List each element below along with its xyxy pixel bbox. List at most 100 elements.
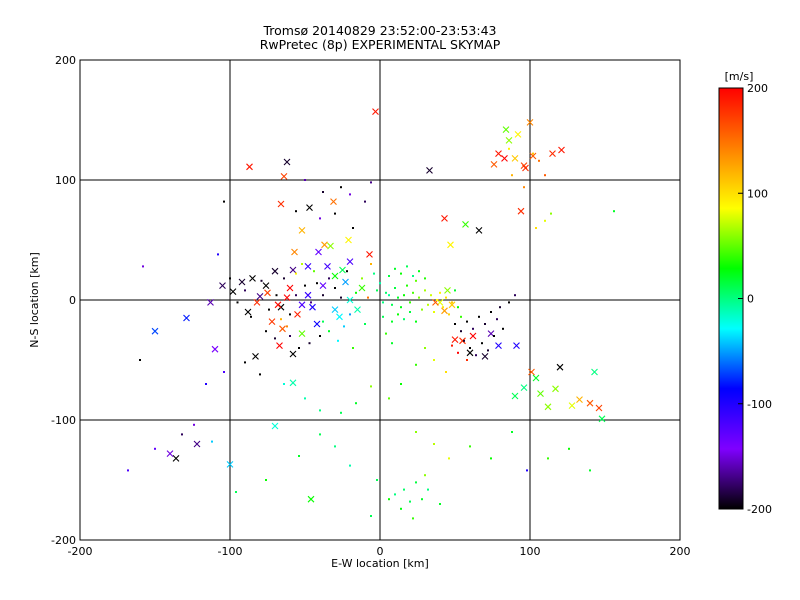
dot-point: [259, 373, 261, 376]
x-marker-point: [286, 284, 294, 292]
x-marker-point: [459, 337, 466, 345]
x-marker-point: [517, 207, 525, 215]
dot-point: [193, 423, 195, 426]
x-marker-point: [193, 440, 201, 448]
x-marker-point: [324, 263, 331, 270]
x-marker-point: [502, 126, 510, 133]
x-marker-point: [528, 368, 535, 376]
x-marker-point: [501, 155, 508, 162]
dot-point: [376, 289, 378, 292]
dot-point: [298, 347, 300, 349]
dot-point: [337, 339, 339, 342]
dot-point: [382, 315, 384, 318]
dot-point: [394, 287, 396, 289]
y-tick-label: 200: [55, 54, 76, 67]
dot-point: [532, 152, 534, 155]
dot-point: [400, 272, 402, 275]
dot-point: [391, 303, 393, 306]
dot-point: [412, 275, 414, 277]
dot-point: [298, 455, 300, 457]
dot-point: [289, 335, 291, 337]
dot-point: [304, 284, 306, 287]
x-marker-point: [441, 215, 448, 222]
x-marker-point: [304, 263, 312, 270]
x-marker-point: [354, 306, 361, 313]
dot-point: [430, 294, 432, 297]
x-marker-point: [556, 363, 564, 371]
x-marker-point: [598, 415, 606, 423]
dot-point: [508, 147, 510, 150]
dot-point: [451, 344, 453, 347]
dot-point: [265, 330, 267, 333]
dot-point: [415, 363, 417, 366]
dot-point: [260, 279, 263, 282]
colorbar-title: [m/s]: [725, 70, 754, 83]
dot-point: [127, 469, 129, 472]
x-marker-point: [444, 287, 451, 294]
x-marker-point: [331, 272, 339, 280]
dot-point: [469, 347, 471, 349]
x-marker-point: [183, 314, 190, 322]
dot-point: [400, 306, 402, 309]
colorbar-tick-label: 0: [747, 293, 754, 306]
dot-point: [409, 500, 411, 503]
y-tick-label: 0: [69, 294, 76, 307]
dot-point: [469, 445, 471, 448]
dot-point: [442, 306, 444, 309]
x-marker-point: [451, 336, 459, 343]
dot-point: [418, 270, 420, 273]
y-tick-label: -200: [51, 534, 76, 547]
x-marker-point: [520, 384, 528, 391]
x-marker-point: [246, 163, 253, 171]
dot-point: [313, 270, 315, 273]
dot-point: [403, 294, 405, 297]
x-marker-point: [211, 345, 219, 353]
dot-point: [304, 179, 306, 181]
dot-point: [308, 342, 311, 345]
dot-point: [316, 282, 318, 285]
x-marker-point: [271, 267, 279, 275]
dot-point: [424, 474, 426, 477]
x-marker-point: [327, 242, 334, 250]
dot-point: [211, 440, 213, 443]
dot-point: [424, 277, 426, 280]
colorbar-tick-label: -200: [747, 503, 772, 516]
x-marker-point: [462, 221, 469, 228]
x-marker-point: [481, 353, 489, 360]
dot-point: [463, 339, 465, 342]
dot-point: [478, 315, 480, 318]
x-marker-point: [511, 155, 519, 162]
x-marker-point: [283, 294, 291, 301]
x-marker-point: [342, 278, 349, 286]
dot-point: [286, 325, 288, 328]
dot-point: [436, 299, 438, 301]
dot-point: [487, 349, 489, 352]
dot-point: [349, 464, 351, 467]
x-marker-point: [289, 350, 297, 358]
dot-point: [394, 493, 396, 496]
dot-point: [445, 296, 447, 299]
dot-point: [319, 433, 321, 436]
dot-point: [508, 301, 510, 304]
dot-point: [268, 308, 270, 311]
dot-point: [223, 371, 225, 373]
x-marker-point: [537, 390, 544, 397]
x-marker-point: [447, 241, 454, 249]
chart-title: Tromsø 20140829 23:52:00-23:53:43: [262, 23, 496, 38]
x-marker-point: [514, 131, 522, 138]
dot-point: [406, 265, 408, 268]
dot-point: [466, 359, 468, 361]
x-marker-point: [591, 368, 598, 376]
dot-point: [457, 306, 459, 309]
x-marker-point: [441, 307, 448, 315]
x-marker-point: [466, 349, 474, 357]
x-marker-point: [358, 284, 366, 292]
dot-point: [427, 303, 429, 306]
x-marker-point: [426, 167, 433, 174]
dot-point: [352, 347, 354, 349]
dot-point: [289, 313, 291, 316]
x-marker-point: [274, 301, 282, 309]
x-marker-point: [336, 313, 343, 321]
dot-point: [376, 479, 378, 481]
